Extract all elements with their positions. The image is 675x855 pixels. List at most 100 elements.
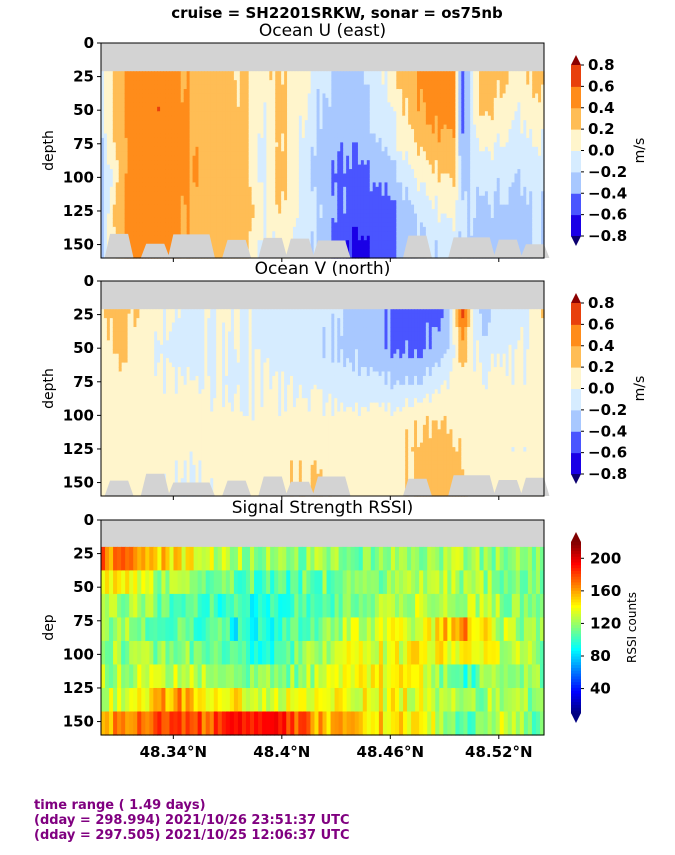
heatmap-cell — [106, 120, 111, 126]
heatmap-cell — [414, 71, 418, 77]
heatmap-cell — [118, 186, 123, 192]
heatmap-cell — [381, 129, 386, 135]
heatmap-cell — [325, 111, 329, 117]
heatmap-cell — [363, 235, 368, 241]
heatmap-cell — [440, 209, 445, 215]
heatmap-cell — [151, 226, 155, 232]
heatmap-cell — [225, 235, 229, 241]
heatmap-cell — [431, 222, 436, 228]
heatmap-cell — [245, 151, 250, 157]
heatmap-cell — [239, 111, 244, 117]
heatmap-cell — [363, 191, 368, 197]
heatmap-cell — [248, 204, 253, 210]
heatmap-cell — [343, 146, 347, 152]
heatmap-cell — [130, 164, 135, 170]
heatmap-cell — [304, 186, 309, 192]
heatmap-cell — [245, 231, 250, 237]
heatmap-cell — [399, 231, 403, 237]
heatmap-cell — [236, 160, 241, 166]
heatmap-cell — [443, 93, 448, 99]
heatmap-cell — [127, 160, 132, 166]
heatmap-cell — [118, 155, 123, 161]
heatmap-cell — [165, 169, 170, 175]
heatmap-cell — [180, 115, 185, 121]
heatmap-cell — [384, 124, 389, 130]
heatmap-cell — [142, 111, 146, 117]
heatmap-cell — [124, 129, 129, 135]
heatmap-cell — [422, 186, 427, 192]
heatmap-cell — [340, 115, 344, 121]
heatmap-cell — [189, 191, 194, 197]
heatmap-cell — [322, 106, 327, 112]
heatmap-cell — [275, 155, 279, 161]
heatmap-cell — [160, 129, 164, 135]
heatmap-cell — [275, 129, 279, 135]
heatmap-cell — [230, 177, 235, 183]
heatmap-cell — [168, 84, 173, 90]
heatmap-cell — [402, 155, 406, 161]
heatmap-cell — [343, 217, 347, 224]
heatmap-cell — [402, 106, 406, 112]
heatmap-cell — [275, 115, 279, 121]
heatmap-cell — [419, 222, 424, 228]
heatmap-cell — [431, 115, 436, 121]
heatmap-cell — [245, 115, 250, 121]
heatmap-cell — [363, 160, 368, 166]
heatmap-cell — [198, 200, 203, 206]
heatmap-cell — [168, 226, 173, 232]
heatmap-cell — [183, 151, 188, 157]
heatmap-cell — [343, 160, 347, 166]
heatmap-cell — [313, 191, 318, 197]
heatmap-cell — [242, 133, 247, 139]
heatmap-cell — [301, 93, 306, 99]
heatmap-cell — [142, 155, 146, 161]
heatmap-cell — [121, 151, 126, 157]
heatmap-cell — [227, 75, 232, 81]
heatmap-cell — [201, 106, 205, 112]
heatmap-cell — [207, 222, 211, 228]
heatmap-cell — [402, 195, 406, 201]
heatmap-cell — [281, 160, 285, 166]
heatmap-cell — [349, 155, 353, 161]
heatmap-cell — [106, 226, 111, 232]
heatmap-cell — [251, 115, 256, 121]
heatmap-cell — [390, 253, 394, 259]
heatmap-cell — [346, 177, 350, 183]
heatmap-cell — [157, 93, 161, 99]
heatmap-cell — [236, 204, 241, 210]
heatmap-cell — [168, 182, 173, 188]
heatmap-cell — [354, 151, 359, 157]
heatmap-cell — [139, 191, 143, 197]
heatmap-cell — [292, 129, 297, 135]
heatmap-cell — [349, 93, 353, 99]
heatmap-cell — [446, 173, 451, 179]
heatmap-cell — [357, 164, 362, 170]
heatmap-cell — [387, 115, 392, 121]
heatmap-cell — [428, 102, 433, 108]
heatmap-cell — [160, 177, 164, 183]
heatmap-cell — [328, 93, 332, 99]
heatmap-cell — [322, 102, 327, 108]
heatmap-cell — [434, 235, 439, 241]
heatmap-cell — [346, 115, 350, 121]
heatmap-cell — [112, 124, 117, 130]
heatmap-cell — [446, 231, 451, 237]
heatmap-cell — [139, 217, 143, 224]
heatmap-cell — [301, 137, 306, 143]
heatmap-cell — [171, 186, 176, 192]
heatmap-cell — [340, 204, 344, 210]
heatmap-cell — [349, 222, 353, 228]
heatmap-cell — [298, 129, 303, 135]
heatmap-cell — [192, 151, 197, 157]
heatmap-cell — [204, 186, 208, 192]
heatmap-cell — [304, 80, 309, 86]
heatmap-cell — [319, 169, 324, 175]
heatmap-cell — [425, 89, 430, 95]
heatmap-cell — [233, 115, 238, 121]
heatmap-cell — [304, 182, 309, 188]
heatmap-cell — [219, 173, 223, 179]
heatmap-cell — [177, 115, 182, 121]
heatmap-cell — [366, 102, 371, 108]
heatmap-cell — [157, 80, 161, 86]
heatmap-cell — [115, 146, 120, 152]
